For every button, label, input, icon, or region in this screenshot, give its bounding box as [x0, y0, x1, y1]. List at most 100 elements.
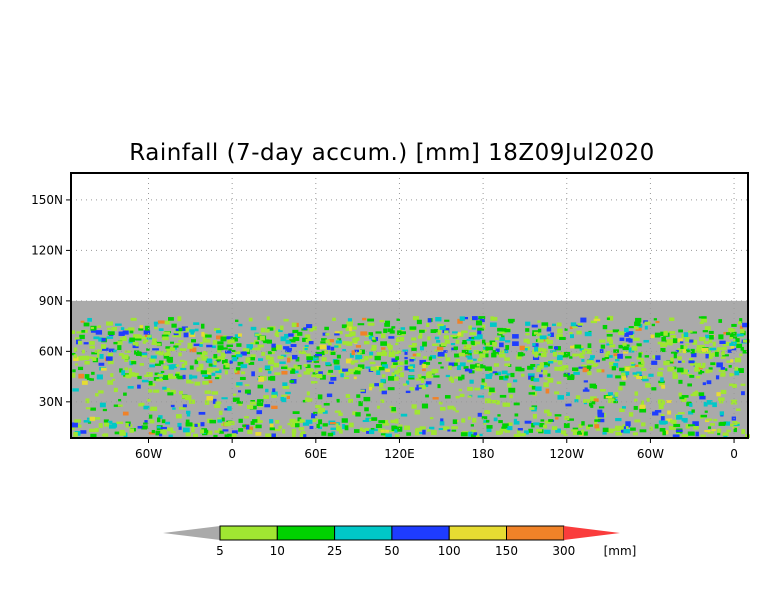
rain-cell [547, 377, 554, 383]
rain-cell [396, 318, 401, 321]
rain-cell [438, 361, 442, 365]
rain-cell [427, 318, 432, 323]
rain-cell [416, 353, 421, 357]
rain-cell [471, 316, 478, 321]
rain-cell [385, 368, 390, 372]
rain-cell [432, 343, 439, 346]
rain-cell [360, 359, 365, 363]
rain-cell [94, 417, 101, 420]
rain-cell [418, 385, 426, 388]
rain-cell [158, 350, 164, 356]
rain-cell [547, 333, 552, 336]
rain-cell [303, 434, 307, 438]
rain-cell [417, 374, 422, 378]
rain-cell [532, 413, 537, 419]
rain-cell [476, 363, 480, 367]
rain-cell [196, 367, 203, 372]
rain-cell [700, 318, 707, 323]
rain-cell [155, 430, 161, 436]
rain-cell [185, 419, 190, 424]
rain-cell [84, 374, 90, 379]
rain-cell [583, 380, 588, 383]
rain-cell [75, 424, 82, 428]
rain-cell [595, 416, 602, 420]
rain-cell [709, 423, 716, 426]
rain-cell [425, 394, 429, 398]
rain-cell [722, 432, 729, 436]
rain-cell [685, 343, 690, 346]
rain-cell [213, 434, 218, 439]
rain-cell [384, 429, 389, 433]
rain-cell [581, 349, 586, 355]
rain-cell [235, 367, 241, 371]
rain-cell [570, 322, 577, 327]
rain-cell [719, 340, 726, 345]
rain-cell [636, 376, 643, 380]
rain-cell [550, 350, 556, 353]
rain-cell [167, 427, 174, 432]
rain-cell [302, 422, 310, 426]
rain-cell [638, 361, 643, 365]
rain-cell [216, 335, 223, 340]
rain-cell [408, 345, 416, 348]
rain-cell [264, 365, 271, 370]
rain-cell [486, 428, 492, 432]
rain-cell [393, 362, 398, 365]
rain-cell [731, 341, 737, 345]
rain-cell [338, 412, 343, 416]
rain-cell [663, 360, 670, 366]
rain-cell [414, 409, 421, 415]
rain-cell [489, 322, 497, 327]
rain-cell [657, 371, 663, 377]
rain-cell [83, 322, 90, 327]
rain-cell [556, 355, 563, 361]
rain-cell [225, 350, 232, 354]
rain-cell [223, 362, 227, 366]
rain-cell [634, 391, 639, 396]
rain-cell [462, 340, 467, 344]
rain-cell [330, 427, 337, 430]
rain-cell [236, 382, 243, 386]
rain-cell [633, 326, 639, 330]
rain-cell [155, 351, 161, 355]
rain-cell [186, 410, 191, 414]
rain-cell [342, 424, 346, 430]
rain-cell [135, 352, 142, 356]
rain-cell [139, 325, 144, 329]
rain-cell [391, 372, 395, 377]
rain-cell [345, 327, 349, 332]
rain-cell [484, 366, 492, 371]
rain-cell [275, 419, 280, 424]
rain-cell [71, 422, 78, 428]
rain-cell [282, 382, 288, 387]
rain-cell [358, 367, 363, 371]
rain-cell [245, 424, 250, 430]
rain-cell [409, 387, 415, 391]
rain-cell [473, 358, 477, 361]
rain-cell [175, 328, 179, 332]
rain-cell [212, 340, 218, 345]
rain-cell [606, 355, 613, 358]
rain-cell [122, 336, 127, 340]
rain-cell [189, 332, 196, 337]
rain-cell [202, 380, 209, 385]
rain-cell [546, 327, 552, 332]
rain-cell [485, 374, 492, 379]
rain-cell [718, 334, 724, 340]
rain-cell [74, 337, 80, 340]
rain-cell [594, 316, 599, 320]
rain-cell [216, 374, 222, 379]
rain-cell [120, 327, 125, 330]
rain-cell [390, 410, 397, 413]
rain-cell [513, 418, 518, 422]
rain-cell [644, 355, 650, 358]
rain-cell [539, 422, 543, 428]
rain-cell [292, 432, 296, 438]
rain-cell [443, 350, 448, 353]
rain-cell [678, 360, 682, 363]
rain-cell [73, 356, 79, 362]
rain-cell [600, 344, 606, 349]
rain-cell [658, 404, 664, 409]
rain-cell [326, 345, 331, 350]
rain-cell [587, 424, 593, 427]
